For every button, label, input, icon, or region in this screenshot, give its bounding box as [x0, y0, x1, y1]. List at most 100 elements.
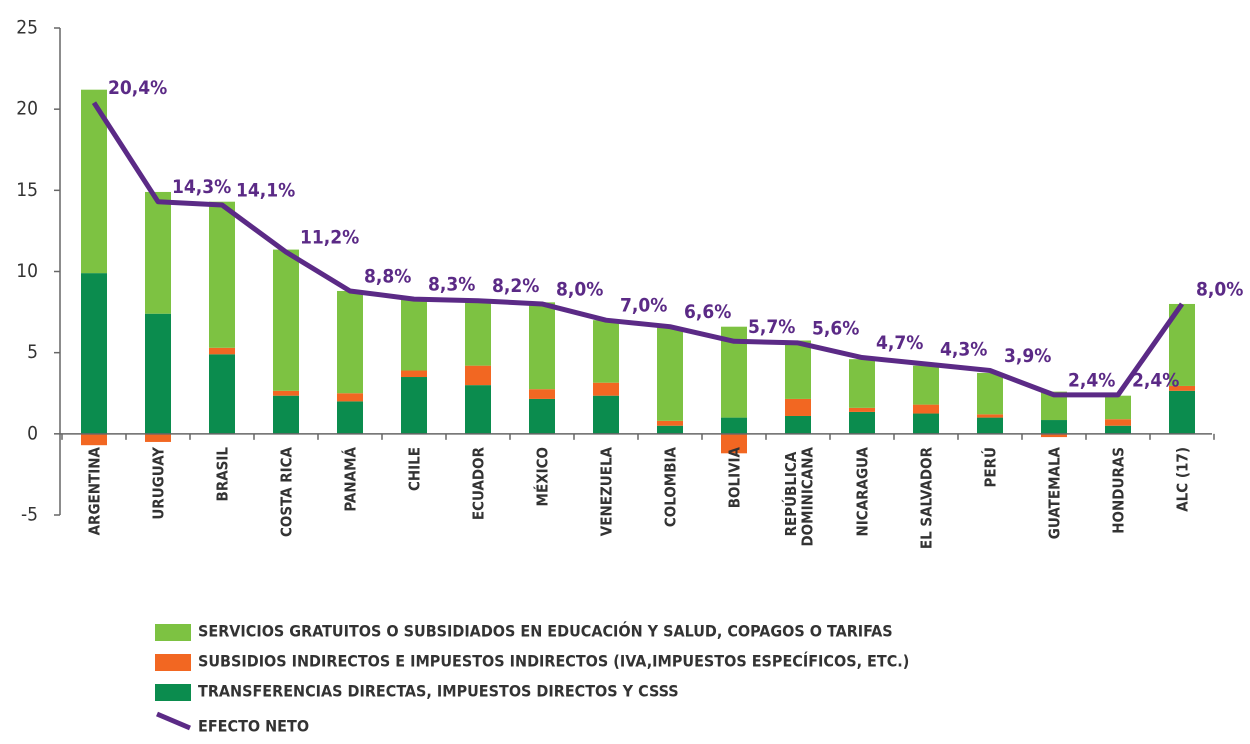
bar-segment	[337, 401, 363, 434]
legend-swatch	[155, 624, 191, 641]
data-label: 2,4%	[1132, 369, 1179, 391]
x-tick-label: VENEZUELA	[598, 446, 616, 536]
bar-segment	[849, 411, 875, 434]
x-tick-label: PERÚ	[981, 447, 1000, 487]
x-tick-label: ECUADOR	[470, 446, 488, 520]
legend-swatch	[156, 711, 191, 731]
data-label: 7,0%	[620, 295, 667, 317]
bar-segment	[721, 433, 747, 454]
data-label: 11,2%	[300, 227, 359, 249]
bar-segment	[1105, 395, 1131, 420]
y-tick-label: 15	[16, 179, 38, 201]
data-label: 8,3%	[428, 274, 475, 296]
bar-segment	[529, 398, 555, 434]
bar-segment	[1105, 419, 1131, 426]
bar-segment	[529, 302, 555, 390]
bar-segment	[145, 433, 171, 442]
data-label: 8,8%	[364, 265, 411, 287]
legend-label: SUBSIDIOS INDIRECTOS E IMPUESTOS INDIREC…	[198, 652, 909, 671]
data-label: 2,4%	[1068, 369, 1115, 391]
x-tick-label: BOLIVIA	[726, 446, 744, 508]
net-line	[91, 101, 1185, 398]
x-tick-label: NICARAGUA	[854, 446, 872, 536]
data-label: 3,9%	[1004, 345, 1051, 367]
bar-segment	[657, 425, 683, 434]
bar-segment	[1041, 420, 1067, 434]
bar-segment	[401, 377, 427, 434]
x-tick-label: GUATEMALA	[1046, 446, 1064, 539]
x-tick-label: ALC (17)	[1174, 447, 1192, 512]
bar-segment	[785, 398, 811, 416]
bar-segment	[209, 201, 235, 348]
bar-segment	[209, 354, 235, 434]
bar-segment	[977, 414, 1003, 418]
y-tick-label: 10	[16, 260, 38, 282]
x-tick-label: EL SALVADOR	[918, 446, 936, 549]
x-tick-label: HONDURAS	[1110, 447, 1128, 534]
x-tick-label: CHILE	[406, 447, 424, 491]
bar-segment	[1169, 390, 1195, 434]
bar-segment	[593, 382, 619, 396]
legend-label: TRANSFERENCIAS DIRECTAS, IMPUESTOS DIREC…	[198, 682, 679, 701]
x-tick-label: ARGENTINA	[86, 446, 104, 535]
bar-segment	[337, 393, 363, 402]
x-tick-label: PANAMÁ	[341, 446, 360, 511]
bar-segment	[337, 290, 363, 394]
x-tick-label: COSTA RICA	[278, 446, 296, 537]
bar-segment	[657, 327, 683, 421]
bar-segment	[913, 404, 939, 414]
data-label: 4,3%	[940, 339, 987, 361]
bar-segment	[657, 420, 683, 426]
x-tick-label: BRASIL	[214, 447, 232, 502]
data-label: 8,0%	[556, 278, 603, 300]
bar-segment	[209, 347, 235, 355]
x-tick-label: COLOMBIA	[662, 446, 680, 527]
bar-segment	[81, 273, 107, 434]
bar-segment	[145, 313, 171, 434]
bar-segment	[273, 395, 299, 434]
bar-segment	[273, 249, 299, 391]
data-label: 8,0%	[1196, 278, 1243, 300]
bar-segment	[1041, 433, 1067, 438]
bar-segment	[145, 191, 171, 314]
y-tick-label: 20	[16, 98, 38, 120]
data-label: 6,6%	[684, 301, 731, 323]
legend-swatch	[155, 654, 191, 671]
bar-segment	[465, 385, 491, 434]
legend-swatch	[155, 684, 191, 701]
bar-segment	[849, 407, 875, 412]
data-label: 5,6%	[812, 317, 859, 339]
data-label: 14,1%	[236, 179, 295, 201]
data-label: 4,7%	[876, 332, 923, 354]
y-tick-label: 5	[27, 341, 38, 363]
x-tick-label: URUGUAY	[150, 447, 168, 520]
bar-segment	[977, 417, 1003, 434]
x-tick-label: REPÚBLICA DOMINICANA	[780, 446, 816, 546]
bar-segment	[785, 340, 811, 399]
y-tick-label: 25	[16, 17, 38, 39]
bar-segment	[401, 370, 427, 378]
bar-segment	[721, 417, 747, 434]
bar-segment	[1169, 385, 1195, 391]
data-label: 5,7%	[748, 316, 795, 338]
x-tick-label: MÉXICO	[533, 447, 552, 506]
y-tick-label: 0	[27, 422, 38, 444]
bar-segment	[81, 433, 107, 446]
data-label: 8,2%	[492, 275, 539, 297]
y-tick-label: -5	[21, 504, 38, 526]
bar-segment	[401, 297, 427, 371]
legend-label: EFECTO NETO	[198, 717, 309, 736]
bar-segment	[593, 320, 619, 383]
bar-segment	[529, 389, 555, 399]
bar-segment	[849, 359, 875, 408]
bar-segment	[913, 365, 939, 405]
bar-segment	[593, 395, 619, 434]
bar-segment	[913, 413, 939, 434]
bar-segment	[273, 390, 299, 396]
data-label: 14,3%	[172, 176, 231, 198]
bar-segment	[785, 415, 811, 434]
bar-segment	[465, 365, 491, 386]
bar-segment	[977, 372, 1003, 415]
data-label: 20,4%	[108, 77, 167, 99]
